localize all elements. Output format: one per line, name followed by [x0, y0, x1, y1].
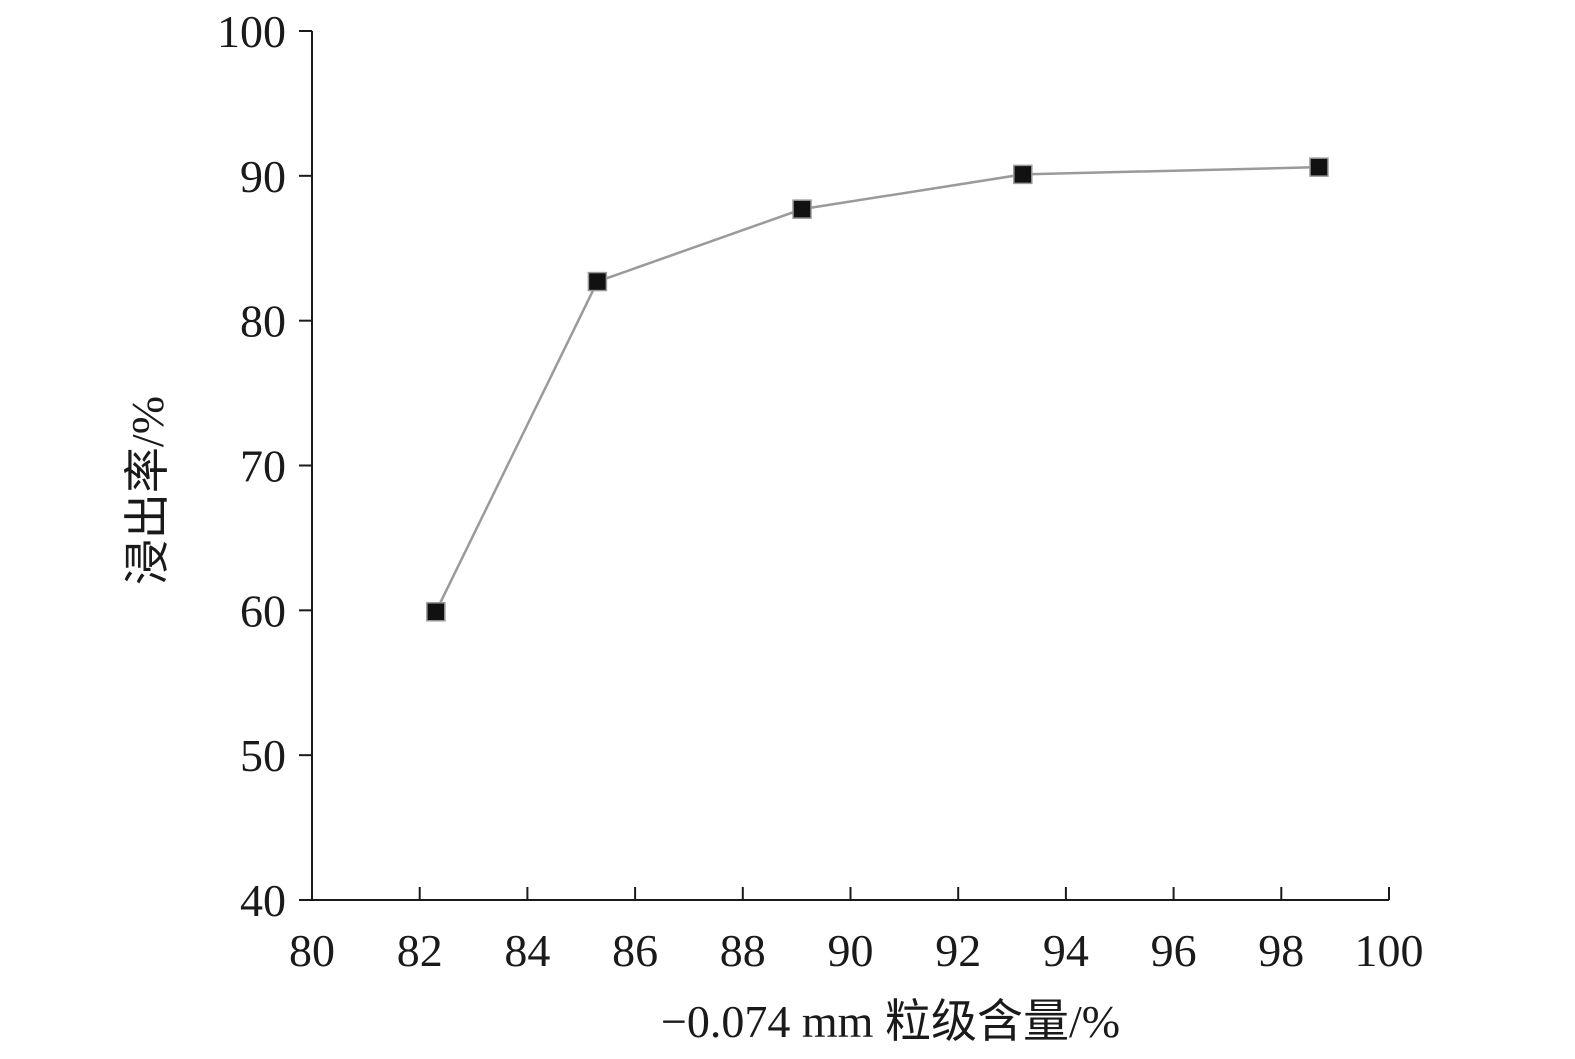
data-series	[426, 157, 1329, 622]
x-tick-label: 98	[1258, 925, 1304, 976]
y-tick-label: 40	[240, 875, 286, 926]
x-tick-label: 88	[720, 925, 766, 976]
y-tick-label: 80	[240, 296, 286, 347]
axes	[311, 31, 1389, 901]
series-line	[434, 165, 1320, 613]
data-point	[587, 271, 608, 292]
x-tick-label: 82	[397, 925, 443, 976]
y-tick-label: 70	[240, 441, 286, 492]
x-tick-label: 92	[935, 925, 981, 976]
x-tick-label: 96	[1151, 925, 1197, 976]
data-point	[1309, 157, 1329, 177]
x-tick-label: 80	[289, 925, 335, 976]
ticks: 80 82 84 86 88 90 92 94 96 98 100 40 50 60 70 80 90 100	[217, 6, 1424, 976]
data-point	[1013, 164, 1033, 185]
y-tick-label: 60	[240, 585, 286, 636]
x-tick-label: 90	[828, 925, 874, 976]
y-tick-label: 100	[217, 6, 286, 57]
y-tick-label: 50	[240, 730, 286, 781]
x-tick-label: 84	[504, 925, 550, 976]
data-point	[426, 602, 446, 622]
x-axis-title: −0.074 mm 粒级含量/%	[661, 996, 1120, 1047]
x-tick-label: 94	[1043, 925, 1089, 976]
data-point	[792, 199, 812, 219]
y-tick-label: 90	[240, 151, 286, 202]
x-tick-label: 100	[1355, 925, 1424, 976]
x-tick-label: 86	[612, 925, 658, 976]
y-axis-title: 浸出率/%	[122, 396, 173, 585]
